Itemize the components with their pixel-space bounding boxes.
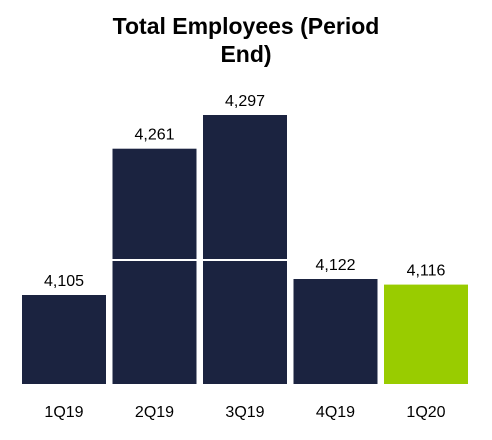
bar-1q20 bbox=[384, 284, 468, 384]
bar-2q19 bbox=[112, 148, 197, 384]
value-label-1q19: 4,105 bbox=[44, 273, 84, 290]
chart-title: Total Employees (Period End) bbox=[112, 13, 380, 67]
value-label-1q20: 4,116 bbox=[407, 263, 446, 280]
change-start-dot bbox=[54, 250, 74, 270]
value-label-3q19: 4,297 bbox=[225, 93, 265, 110]
change-label: —% bbox=[411, 228, 441, 245]
change-connector: —% bbox=[54, 228, 441, 270]
bar-4q19 bbox=[293, 279, 378, 384]
tick-label-1q20: 1Q20 bbox=[406, 404, 445, 421]
change-end-dot bbox=[416, 250, 436, 270]
tick-label-1q19: 1Q19 bbox=[44, 404, 83, 421]
bar-1q19 bbox=[22, 295, 106, 384]
value-label-2q19: 4,261 bbox=[134, 127, 174, 144]
value-label-4q19: 4,122 bbox=[315, 257, 355, 274]
bar-3q19 bbox=[203, 115, 287, 384]
tick-label-4q19: 4Q19 bbox=[316, 404, 355, 421]
bars-group bbox=[22, 115, 468, 384]
labels-group: 4,105 1Q19 4,261 2Q19 4,297 3Q19 4,122 4Q19 4,11… bbox=[44, 93, 446, 421]
tick-label-2q19: 2Q19 bbox=[135, 404, 174, 421]
tick-label-3q19: 3Q19 bbox=[225, 404, 264, 421]
